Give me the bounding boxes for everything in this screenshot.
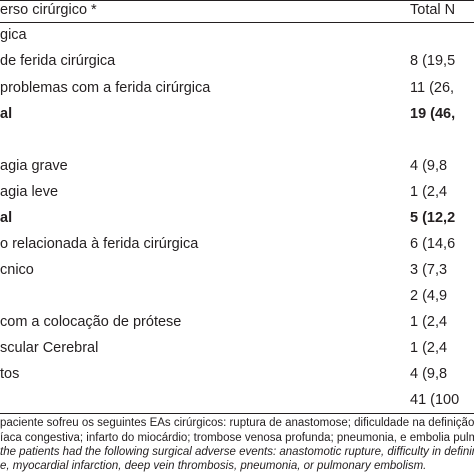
table-row xyxy=(0,129,474,154)
row-value: 6 (14,6 xyxy=(410,236,456,252)
table-bottom-rule xyxy=(0,413,474,414)
row-value: 1 (2,4 xyxy=(410,184,448,200)
table-row: scular Cerebral 1 (2,4 xyxy=(0,337,474,362)
row-value: 4 (9,8 xyxy=(410,366,448,382)
row-label: al xyxy=(0,106,13,122)
table-row: problemas com a ferida cirúrgica 11 (26, xyxy=(0,77,474,102)
column-header-event: erso cirúrgico * xyxy=(0,2,97,18)
table-row: tos 4 (9,8 xyxy=(0,363,474,388)
row-value: 41 (100 xyxy=(410,392,460,408)
header-rule xyxy=(0,22,474,23)
row-label: gica xyxy=(0,27,27,43)
row-value: 2 (4,9 xyxy=(410,288,448,304)
row-label: com a colocação de prótese xyxy=(0,314,182,330)
footnote-portuguese-line-1: paciente sofreu os seguintes EAs cirúrgi… xyxy=(0,417,474,429)
table-row: agia leve 1 (2,4 xyxy=(0,181,474,206)
table-row: cnico 3 (7,3 xyxy=(0,259,474,284)
row-label: problemas com a ferida cirúrgica xyxy=(0,80,211,96)
table-row-subtotal: al 5 (12,2 xyxy=(0,207,474,232)
row-label: al xyxy=(0,210,13,226)
row-value: 1 (2,4 xyxy=(410,340,448,356)
row-value: 4 (9,8 xyxy=(410,158,448,174)
row-label: de ferida cirúrgica xyxy=(0,53,116,69)
footnote-english-line-1: the patients had the following surgical … xyxy=(0,446,474,458)
row-value: 1 (2,4 xyxy=(410,314,448,330)
row-label: agia grave xyxy=(0,158,68,174)
row-label: scular Cerebral xyxy=(0,340,99,356)
row-value: 3 (7,3 xyxy=(410,262,448,278)
table-row: gica xyxy=(0,24,474,49)
table-row-total: 41 (100 xyxy=(0,389,474,414)
table-row-subtotal: al 19 (46, xyxy=(0,103,474,128)
table-row: de ferida cirúrgica 8 (19,5 xyxy=(0,50,474,75)
table-row: o relacionada à ferida cirúrgica 6 (14,6 xyxy=(0,233,474,258)
footnote-english-line-2: e, myocardial infarction, deep vein thro… xyxy=(0,460,427,472)
row-value: 11 (26, xyxy=(410,80,455,96)
column-header-total: Total N xyxy=(410,2,456,18)
row-label: tos xyxy=(0,366,20,382)
row-value: 5 (12,2 xyxy=(410,210,456,226)
row-label: o relacionada à ferida cirúrgica xyxy=(0,236,199,252)
row-value: 19 (46, xyxy=(410,106,456,122)
row-label: cnico xyxy=(0,262,34,278)
table-top-rule xyxy=(0,0,474,1)
row-label: agia leve xyxy=(0,184,59,200)
table-row: com a colocação de prótese 1 (2,4 xyxy=(0,311,474,336)
row-value: 8 (19,5 xyxy=(410,53,456,69)
footnote-portuguese-line-2: íaca congestiva; infarto do miocárdio; t… xyxy=(0,432,474,444)
table-row: agia grave 4 (9,8 xyxy=(0,155,474,180)
table-row: 2 (4,9 xyxy=(0,285,474,310)
